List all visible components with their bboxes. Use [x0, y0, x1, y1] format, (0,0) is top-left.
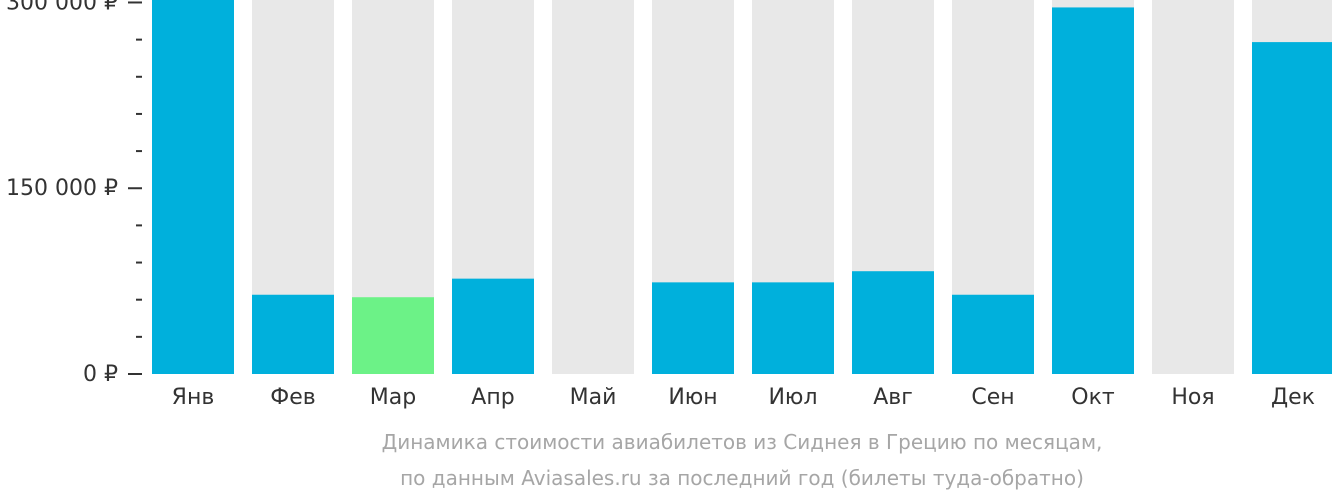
- bar: [152, 0, 234, 374]
- bar: [852, 271, 934, 374]
- x-tick-label: Янв: [172, 385, 215, 410]
- x-tick-label: Май: [570, 385, 617, 410]
- price-bar-chart: 0 ₽ 150 000 ₽ 300 000 ₽ Янв Фев Мар Апр Май Июн И…: [6, 0, 1332, 410]
- y-tick-label: 0 ₽: [83, 362, 118, 387]
- bar: [652, 282, 734, 374]
- x-tick-label: Апр: [471, 385, 514, 410]
- bar: [1052, 7, 1134, 375]
- bar: [752, 282, 834, 374]
- bar-background: [552, 0, 634, 374]
- bar: [952, 294, 1034, 374]
- x-tick-label: Дек: [1271, 385, 1315, 410]
- x-tick-label: Ноя: [1171, 385, 1214, 410]
- x-tick-label: Окт: [1071, 385, 1115, 410]
- bar: [1252, 42, 1332, 375]
- x-tick-label: Сен: [971, 385, 1014, 410]
- x-tick-label: Июн: [668, 385, 717, 410]
- x-tick-label: Фев: [270, 385, 315, 410]
- bar: [252, 294, 334, 374]
- y-tick-label: 300 000 ₽: [6, 0, 118, 15]
- chart-caption-line-2: по данным Aviasales.ru за последний год …: [400, 466, 1084, 490]
- chart-caption-line-1: Динамика стоимости авиабилетов из Сиднея…: [381, 430, 1103, 454]
- x-tick-label: Мар: [370, 385, 416, 410]
- bar: [452, 278, 534, 374]
- bar-background: [1152, 0, 1234, 374]
- bar: [352, 297, 434, 374]
- y-tick-label: 150 000 ₽: [6, 176, 118, 201]
- x-tick-label: Июл: [768, 385, 817, 410]
- x-tick-label: Авг: [873, 385, 913, 410]
